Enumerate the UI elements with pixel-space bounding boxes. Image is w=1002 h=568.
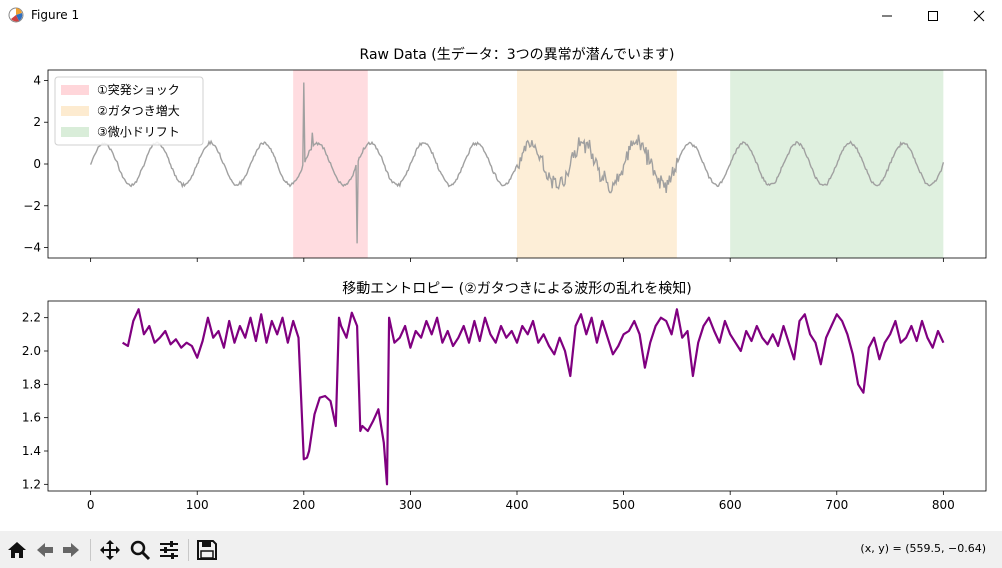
close-button[interactable] (956, 0, 1002, 31)
configure-button[interactable] (156, 537, 182, 563)
zoom-icon (130, 540, 151, 561)
legend-box (54, 76, 204, 146)
x-tick-label: 0 (87, 498, 95, 512)
chart-title-bottom: 移動エントロピー (②ガタつきによる波形の乱れを検知) (342, 280, 692, 297)
arrow-right-icon (63, 543, 79, 557)
maximize-button[interactable] (910, 0, 956, 31)
raw-data-line (89, 82, 945, 244)
home-button[interactable] (4, 537, 30, 563)
y-tick-label: 1.2 (22, 477, 41, 491)
window-titlebar: Figure 1 (0, 0, 1002, 31)
legend-label: ①突発ショック (97, 82, 180, 97)
back-button[interactable] (32, 537, 58, 563)
toolbar-separator (90, 539, 91, 561)
navigation-toolbar: (x, y) = (559.5, −0.64) (0, 531, 1002, 568)
y-tick-label: 1.4 (22, 444, 41, 458)
maximize-icon (928, 10, 938, 21)
y-tick-label: 2 (33, 115, 41, 129)
close-icon (973, 10, 985, 21)
home-icon (8, 542, 26, 558)
x-tick-label: 600 (719, 498, 742, 512)
y-tick-label: 2.0 (22, 344, 41, 358)
y-tick-label: 0 (33, 157, 41, 171)
figure-canvas[interactable]: −4 −2 0 2 4 Raw Data (生データ：3つの異常が潜んでいます) ①突発ショ… (0, 31, 1002, 531)
y-tick-label: 4 (33, 73, 41, 87)
forward-button[interactable] (58, 537, 84, 563)
legend-label: ③微小ドリフト (97, 125, 180, 139)
x-tick-label: 400 (506, 498, 529, 512)
legend-label: ②ガタつき増大 (97, 104, 180, 118)
legend-swatch (61, 85, 89, 95)
figure-svg: −4 −2 0 2 4 Raw Data (生データ：3つの異常が潜んでいます) ①突発ショ… (22, 46, 987, 512)
cursor-coordinates: (x, y) = (559.5, −0.64) (860, 542, 986, 555)
y-tick-label: 1.8 (22, 377, 41, 391)
window-title: Figure 1 (31, 8, 80, 22)
minimize-icon (882, 15, 892, 16)
y-tick-label: −4 (23, 241, 41, 255)
y-tick-label: 2.2 (22, 311, 41, 325)
entropy-line (122, 308, 945, 486)
minimize-button[interactable] (864, 0, 910, 31)
pan-button[interactable] (97, 537, 123, 563)
arrow-left-icon (37, 543, 53, 557)
legend-swatch (61, 127, 89, 137)
y-tick-label: 1.6 (22, 411, 41, 425)
chart-title-top: Raw Data (生データ：3つの異常が潜んでいます) (360, 46, 675, 63)
x-tick-label: 200 (292, 498, 315, 512)
sliders-icon (160, 541, 178, 559)
x-tick-label: 300 (399, 498, 422, 512)
toolbar-separator (188, 539, 189, 561)
move-icon (100, 540, 120, 560)
matplotlib-logo-icon (8, 7, 24, 23)
x-tick-label: 500 (612, 498, 635, 512)
x-tick-label: 700 (825, 498, 848, 512)
save-button[interactable] (194, 537, 220, 563)
save-icon (197, 540, 217, 560)
x-tick-label: 100 (186, 498, 209, 512)
legend-swatch (61, 106, 89, 116)
y-tick-label: −2 (23, 199, 41, 213)
zoom-button[interactable] (127, 537, 153, 563)
x-tick-label: 800 (932, 498, 955, 512)
